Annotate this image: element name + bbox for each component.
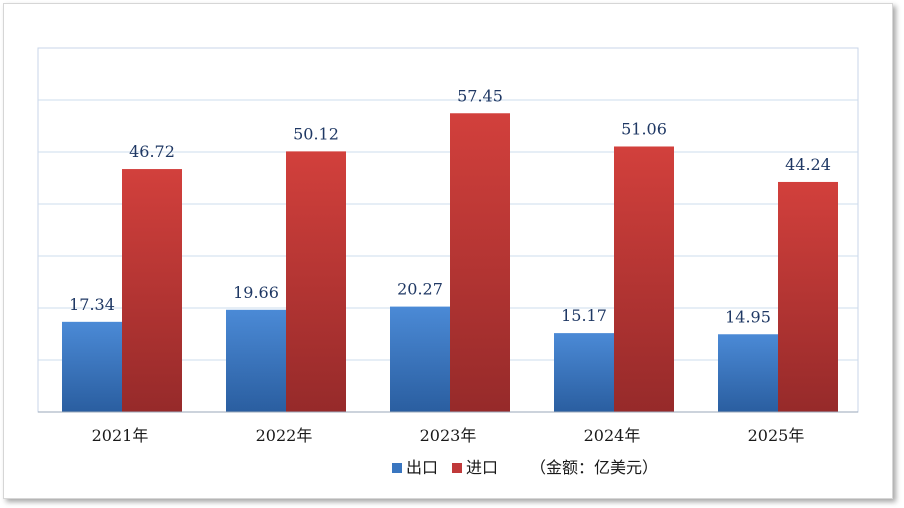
value-label: 51.06 (621, 119, 667, 138)
x-tick-label: 2025年 (748, 426, 805, 445)
legend-swatch-export (392, 463, 402, 473)
value-label: 50.12 (293, 124, 339, 143)
export-bar (390, 306, 450, 412)
legend: 出口 进口 （金额：亿美元） (392, 458, 658, 477)
export-bar (718, 334, 778, 412)
import-bar (286, 151, 346, 412)
import-bar (122, 169, 182, 412)
import-bar (614, 146, 674, 412)
x-tick-label: 2023年 (420, 426, 477, 445)
value-label: 57.45 (457, 86, 503, 105)
value-label: 46.72 (129, 142, 175, 161)
x-tick-label: 2022年 (256, 426, 313, 445)
x-tick-label: 2021年 (92, 426, 149, 445)
import-bar (450, 113, 510, 412)
export-bar (554, 333, 614, 412)
value-label: 14.95 (725, 307, 771, 326)
value-labels: 17.34 46.72 19.66 50.12 20.27 57.45 15.17 51.06… (69, 86, 831, 326)
import-bar (778, 181, 838, 412)
unit-note: （金额：亿美元） (530, 458, 658, 477)
legend-swatch-import (452, 463, 462, 473)
bars (62, 113, 838, 412)
value-label: 44.24 (785, 155, 831, 174)
x-tick-labels: 2021年 2022年 2023年 2024年 2025年 (92, 426, 805, 445)
export-bar (226, 309, 286, 412)
value-label: 19.66 (233, 283, 279, 302)
value-label: 17.34 (69, 295, 115, 314)
x-tick-label: 2024年 (584, 426, 641, 445)
legend-label-import: 进口 (466, 458, 498, 477)
legend-label-export: 出口 (406, 458, 438, 477)
value-label: 20.27 (397, 280, 443, 299)
value-label: 15.17 (561, 306, 607, 325)
export-bar (62, 321, 122, 412)
